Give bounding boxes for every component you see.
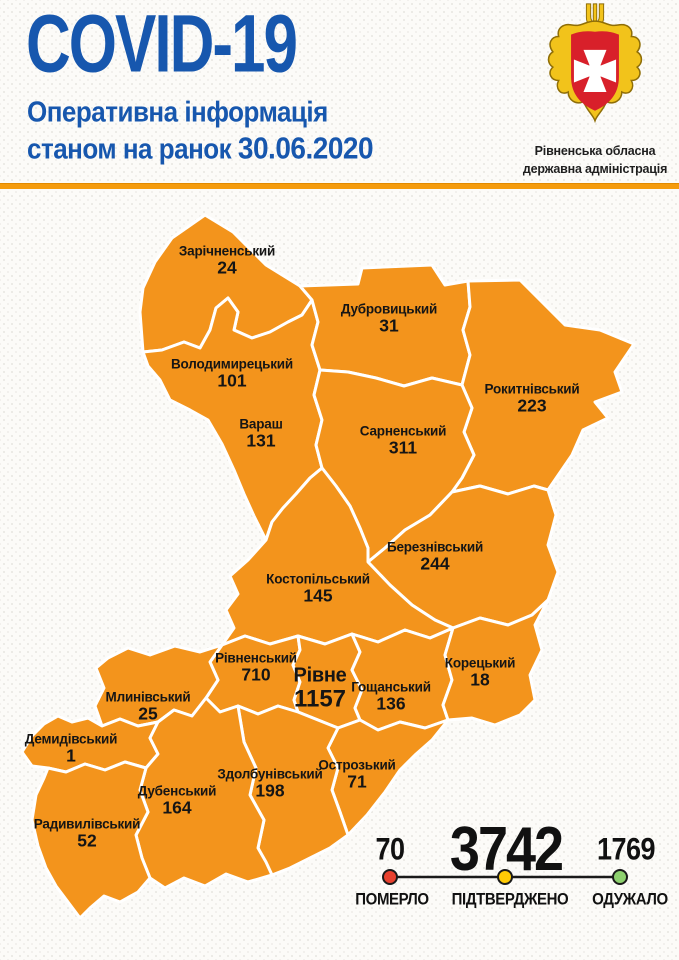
confirmed-count: 3742 — [449, 814, 564, 884]
white-cross-icon — [573, 49, 617, 93]
confirmed-label: ПІДТВЕРДЖЕНО — [451, 890, 569, 910]
city-label-rivne: Рівне 1157 — [293, 664, 347, 713]
district-label-rokytnivskyi: Рокитнівський 223 — [484, 381, 580, 416]
district-koretskyi-shape — [441, 598, 550, 727]
report-date: 30.06.2020 — [237, 130, 374, 165]
district-label-koretskyi: Корецький 18 — [444, 655, 516, 690]
organization-name-line2: державна адміністрація — [522, 162, 668, 177]
district-label-zdolbunivskyi: Здолбунівський 198 — [217, 766, 323, 801]
district-radyvylivskyi-shape — [30, 760, 152, 920]
districts-layer — [20, 213, 636, 920]
stats-connector — [382, 869, 628, 885]
header-divider — [0, 183, 679, 189]
page-title: COVID-19 — [26, 0, 298, 90]
confirmed-dot — [497, 869, 513, 885]
district-label-sarnenskyi: Сарненський 311 — [359, 423, 447, 458]
district-label-hoshchanskyi: Гощанський 136 — [351, 679, 431, 714]
district-label-kostopilskyi: Костопільський 145 — [266, 571, 370, 606]
recovered-count: 1769 — [596, 831, 656, 867]
district-label-demydivskyi: Демидівський 1 — [24, 731, 118, 766]
district-label-ostrozkyi: Острозький 71 — [318, 757, 396, 792]
died-dot — [382, 869, 398, 885]
organization-name-line1: Рівненська обласна — [534, 144, 656, 158]
rivne-coat-of-arms-icon — [541, 2, 649, 138]
district-label-dubenskyi: Дубенський 164 — [137, 783, 217, 818]
district-label-rivnenskyi: Рівненський 710 — [215, 650, 297, 685]
district-label-volodymyretskyi: Володимирецький 101 — [171, 356, 293, 391]
district-label-dubrovytskyi: Дубровицький 31 — [340, 301, 438, 336]
died-count: 70 — [375, 831, 405, 867]
subtitle-prefix: станом на ранок — [27, 132, 238, 165]
district-label-radyvylivskyi: Радивилівський 52 — [33, 816, 141, 851]
district-label-mlynivskyi: Млинівський 25 — [105, 689, 191, 724]
subtitle-line1: Оперативна інформація — [27, 94, 328, 128]
district-label-zarichnenskyi: Зарічненський 24 — [178, 243, 276, 278]
district-label-bereznivskyi: Березнівський 244 — [386, 539, 484, 574]
recovered-label: ОДУЖАЛО — [592, 890, 668, 910]
organization-name: Рівненська обласна державна адміністраці… — [522, 142, 668, 178]
recovered-dot — [612, 869, 628, 885]
district-label-varash: Вараш 131 — [239, 416, 283, 451]
subtitle-line2: станом на ранок 30.06.2020 — [27, 130, 374, 166]
died-label: ПОМЕРЛО — [355, 890, 429, 910]
